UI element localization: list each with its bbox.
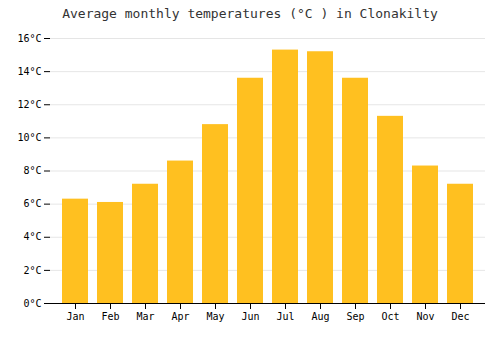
svg-text:Feb: Feb <box>101 311 119 322</box>
html-text:Average monthly temperatures (: Average monthly temperatures (°C ) in Cl… <box>62 6 438 21</box>
svg-text:2°C: 2°C <box>23 265 41 276</box>
svg-text:0°C: 0°C <box>23 298 41 309</box>
svg-text:Jul: Jul <box>276 311 294 322</box>
svg-text:6°C: 6°C <box>23 198 41 209</box>
svg-text:Jun: Jun <box>241 311 259 322</box>
svg-text:12°C: 12°C <box>17 99 41 110</box>
svg-text:14°C: 14°C <box>17 66 41 77</box>
svg-text:16°C: 16°C <box>17 33 41 44</box>
svg-text:May: May <box>206 311 224 322</box>
svg-text:Dec: Dec <box>451 311 469 322</box>
svg-text:Apr: Apr <box>171 311 189 322</box>
svg-text:Sep: Sep <box>346 311 364 322</box>
svg-text:Nov: Nov <box>416 311 434 322</box>
svg-text:8°C: 8°C <box>23 165 41 176</box>
svg-text:10°C: 10°C <box>17 132 41 143</box>
svg-text:4°C: 4°C <box>23 231 41 242</box>
svg-text:Aug: Aug <box>311 311 329 322</box>
svg-text:Oct: Oct <box>381 311 399 322</box>
svg-text:Mar: Mar <box>136 311 154 322</box>
svg-text:Jan: Jan <box>66 311 84 322</box>
